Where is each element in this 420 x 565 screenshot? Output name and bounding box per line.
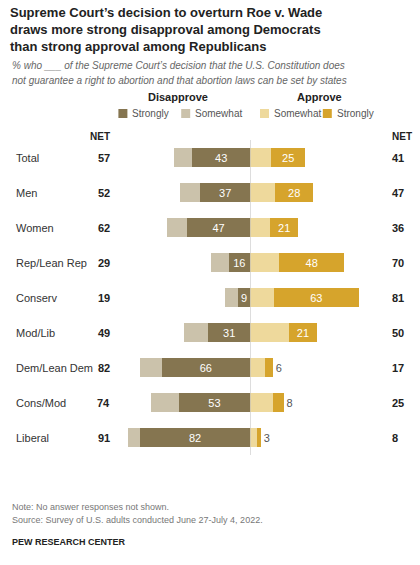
- svg-text:Source: Survey of U.S. adults: Source: Survey of U.S. adults conducted …: [12, 515, 263, 525]
- svg-text:Note: No answer responses not: Note: No answer responses not shown.: [12, 502, 169, 512]
- svg-text:28: 28: [288, 187, 300, 199]
- svg-text:21: 21: [278, 222, 290, 234]
- svg-text:63: 63: [310, 292, 322, 304]
- svg-text:49: 49: [98, 327, 110, 339]
- svg-text:17: 17: [392, 362, 404, 374]
- svg-text:62: 62: [98, 222, 110, 234]
- svg-text:81: 81: [392, 292, 404, 304]
- svg-text:66: 66: [200, 362, 212, 374]
- svg-text:% who ___ of the Supreme Court: % who ___ of the Supreme Court’s decisio…: [12, 60, 345, 71]
- svg-text:41: 41: [392, 152, 404, 164]
- svg-text:53: 53: [208, 397, 220, 409]
- svg-text:8: 8: [287, 397, 293, 409]
- svg-text:37: 37: [219, 187, 231, 199]
- svg-text:Dem/Lean Dem: Dem/Lean Dem: [16, 362, 93, 374]
- svg-text:3: 3: [264, 432, 270, 444]
- svg-text:57: 57: [98, 152, 110, 164]
- svg-text:70: 70: [392, 257, 404, 269]
- svg-text:Supreme Court’s decision to ov: Supreme Court’s decision to overturn Roe…: [10, 5, 322, 54]
- svg-text:16: 16: [233, 257, 245, 269]
- svg-text:19: 19: [98, 292, 110, 304]
- svg-text:91: 91: [98, 432, 110, 444]
- svg-text:Cons/Mod: Cons/Mod: [16, 397, 66, 409]
- svg-text:9: 9: [241, 292, 247, 304]
- svg-text:NET: NET: [392, 131, 412, 142]
- svg-text:47: 47: [212, 222, 224, 234]
- svg-text:47: 47: [392, 187, 404, 199]
- svg-text:82: 82: [189, 432, 201, 444]
- svg-text:48: 48: [306, 257, 318, 269]
- svg-text:43: 43: [215, 152, 227, 164]
- svg-text:82: 82: [98, 362, 110, 374]
- svg-text:Disapprove: Disapprove: [148, 91, 208, 103]
- svg-text:25: 25: [282, 152, 294, 164]
- svg-text:Strongly: Strongly: [132, 108, 169, 119]
- svg-text:Total: Total: [16, 152, 39, 164]
- svg-text:31: 31: [223, 327, 235, 339]
- svg-text:52: 52: [98, 187, 110, 199]
- svg-text:Rep/Lean Rep: Rep/Lean Rep: [16, 257, 87, 269]
- svg-text:Men: Men: [16, 187, 37, 199]
- svg-text:PEW RESEARCH CENTER: PEW RESEARCH CENTER: [12, 537, 126, 547]
- svg-text:NET: NET: [90, 131, 110, 142]
- svg-text:Somewhat: Somewhat: [274, 108, 321, 119]
- svg-text:29: 29: [98, 257, 110, 269]
- svg-text:Women: Women: [16, 222, 54, 234]
- svg-text:Approve: Approve: [297, 91, 342, 103]
- svg-text:Liberal: Liberal: [16, 432, 49, 444]
- svg-text:Somewhat: Somewhat: [195, 108, 242, 119]
- svg-text:36: 36: [392, 222, 404, 234]
- svg-text:74: 74: [97, 397, 110, 409]
- svg-text:21: 21: [297, 327, 309, 339]
- svg-text:not guarantee a right to abort: not guarantee a right to abortion and th…: [12, 75, 347, 86]
- svg-text:6: 6: [276, 362, 282, 374]
- svg-text:Conserv: Conserv: [16, 292, 57, 304]
- svg-text:50: 50: [392, 327, 404, 339]
- svg-text:Strongly: Strongly: [337, 108, 374, 119]
- svg-text:25: 25: [392, 397, 404, 409]
- svg-text:8: 8: [392, 432, 398, 444]
- svg-text:Mod/Lib: Mod/Lib: [16, 327, 55, 339]
